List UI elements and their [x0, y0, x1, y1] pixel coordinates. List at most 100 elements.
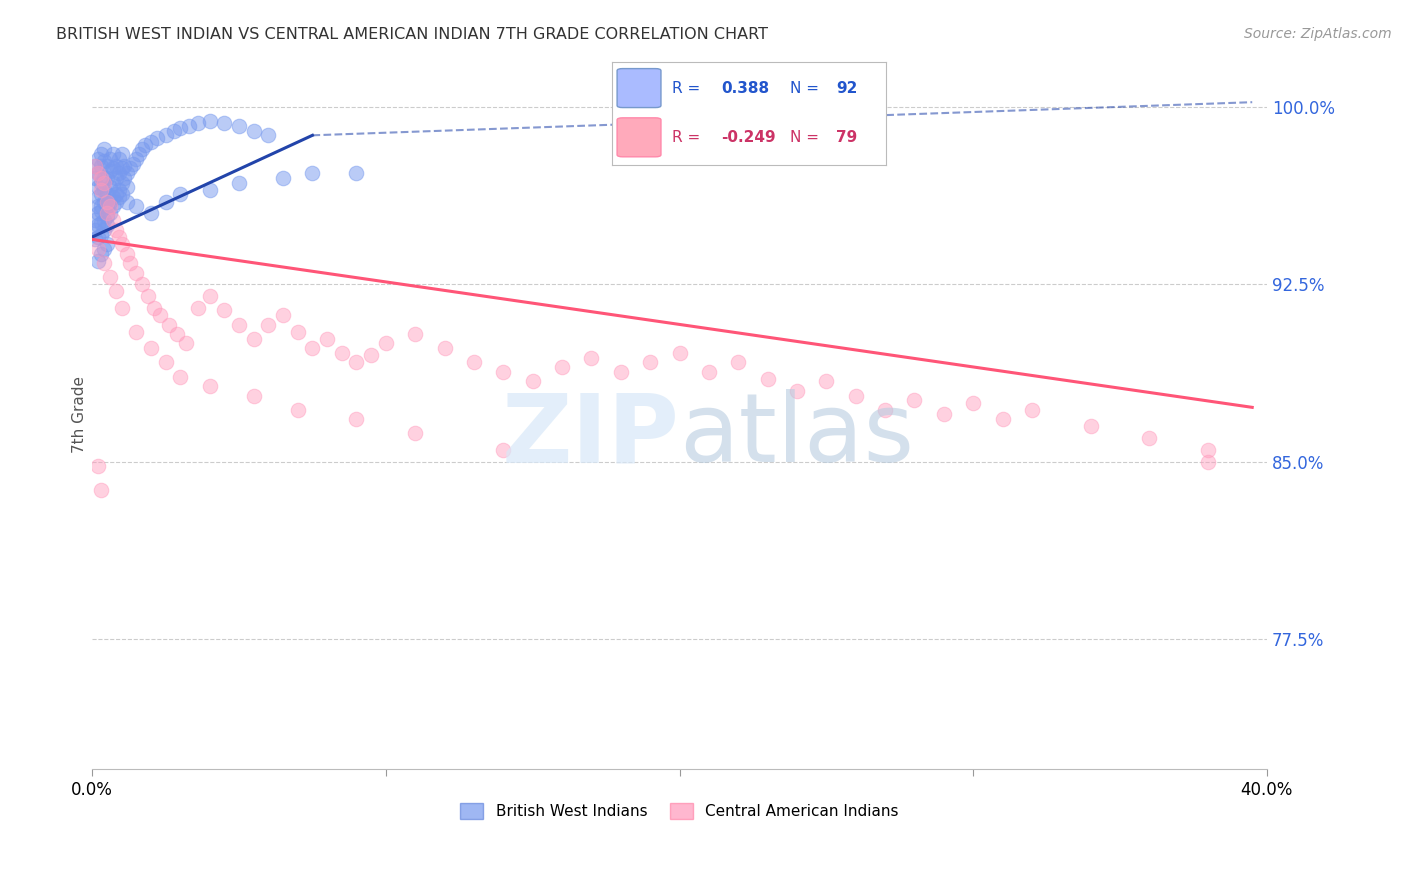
- Point: [104, 159, 127, 173]
- Point: [107, 166, 129, 180]
- Point: [104, 194, 127, 209]
- Text: Source: ZipAtlas.com: Source: ZipAtlas.com: [1244, 27, 1392, 41]
- Point: [93, 176, 115, 190]
- Point: [90, 170, 112, 185]
- Point: [257, 128, 280, 143]
- Point: [96, 187, 118, 202]
- Point: [122, 157, 145, 171]
- Point: [142, 301, 165, 315]
- Point: [991, 412, 1014, 426]
- Point: [87, 152, 110, 166]
- Point: [98, 194, 121, 209]
- Point: [107, 190, 129, 204]
- Point: [98, 270, 121, 285]
- Point: [1139, 431, 1161, 445]
- Point: [214, 303, 236, 318]
- Point: [87, 190, 110, 204]
- Point: [187, 301, 209, 315]
- Point: [139, 206, 162, 220]
- Point: [346, 412, 368, 426]
- Point: [845, 388, 868, 402]
- Point: [98, 180, 121, 194]
- Point: [668, 346, 690, 360]
- Point: [1021, 402, 1043, 417]
- Point: [697, 365, 720, 379]
- Point: [101, 199, 124, 213]
- Point: [128, 147, 150, 161]
- Point: [110, 176, 132, 190]
- Point: [90, 204, 112, 219]
- Point: [90, 227, 112, 242]
- Point: [360, 348, 382, 362]
- Text: N =: N =: [790, 130, 818, 145]
- Point: [198, 379, 221, 393]
- Point: [87, 206, 110, 220]
- Point: [114, 159, 136, 173]
- Point: [433, 341, 456, 355]
- Point: [155, 128, 177, 143]
- Point: [117, 166, 139, 180]
- Point: [87, 166, 110, 180]
- Point: [157, 318, 180, 332]
- Point: [93, 183, 115, 197]
- Point: [125, 325, 148, 339]
- Point: [104, 223, 127, 237]
- Point: [90, 176, 112, 190]
- Point: [228, 176, 250, 190]
- Point: [1197, 455, 1219, 469]
- Point: [198, 289, 221, 303]
- Point: [117, 180, 139, 194]
- Point: [257, 318, 280, 332]
- Point: [84, 170, 107, 185]
- Point: [125, 152, 148, 166]
- Point: [104, 187, 127, 202]
- Point: [492, 442, 515, 457]
- Point: [90, 187, 112, 202]
- Text: R =: R =: [672, 130, 700, 145]
- Point: [1080, 419, 1102, 434]
- Point: [169, 187, 191, 202]
- Point: [101, 147, 124, 161]
- Point: [98, 206, 121, 220]
- Text: 0.388: 0.388: [721, 80, 769, 95]
- Point: [84, 159, 107, 173]
- Point: [101, 176, 124, 190]
- Point: [271, 170, 294, 185]
- Point: [301, 166, 323, 180]
- Point: [228, 119, 250, 133]
- Point: [242, 123, 264, 137]
- Point: [287, 325, 309, 339]
- Point: [120, 161, 142, 176]
- Point: [125, 199, 148, 213]
- Y-axis label: 7th Grade: 7th Grade: [72, 376, 87, 453]
- Point: [93, 213, 115, 227]
- Point: [107, 183, 129, 197]
- Point: [90, 183, 112, 197]
- Point: [93, 154, 115, 169]
- Text: -0.249: -0.249: [721, 130, 776, 145]
- Point: [87, 218, 110, 232]
- Point: [90, 246, 112, 260]
- Point: [96, 237, 118, 252]
- Point: [174, 336, 197, 351]
- Point: [90, 199, 112, 213]
- Point: [962, 395, 984, 409]
- Point: [107, 152, 129, 166]
- Text: R =: R =: [672, 80, 700, 95]
- Point: [110, 147, 132, 161]
- FancyBboxPatch shape: [617, 69, 661, 108]
- Point: [84, 159, 107, 173]
- Point: [581, 351, 603, 365]
- Point: [301, 341, 323, 355]
- Point: [404, 326, 426, 341]
- Point: [1197, 442, 1219, 457]
- Point: [492, 365, 515, 379]
- Point: [155, 194, 177, 209]
- Point: [93, 143, 115, 157]
- Point: [101, 213, 124, 227]
- Point: [87, 253, 110, 268]
- Point: [101, 190, 124, 204]
- Point: [90, 159, 112, 173]
- Point: [214, 116, 236, 130]
- Point: [96, 218, 118, 232]
